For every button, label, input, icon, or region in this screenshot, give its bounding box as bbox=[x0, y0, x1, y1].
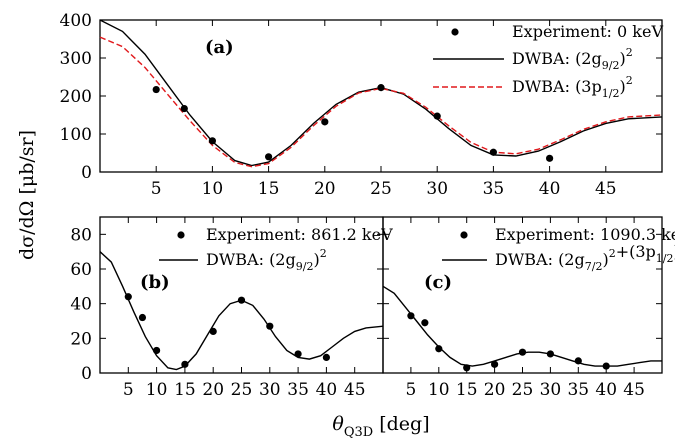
experiment-point bbox=[153, 346, 161, 355]
legend-marker bbox=[451, 28, 459, 36]
experiment-point bbox=[265, 153, 273, 161]
x-tick-label: 45 bbox=[623, 380, 645, 400]
experiment-point bbox=[124, 293, 132, 301]
legend-experiment: Experiment: 861.2 keV bbox=[206, 225, 393, 244]
y-tick-label: 0 bbox=[81, 163, 92, 183]
experiment-point bbox=[433, 112, 441, 120]
legend-theory: DWBA: (2g9/2)2 bbox=[512, 46, 633, 72]
experiment-point bbox=[294, 350, 302, 358]
x-tick-label: 35 bbox=[567, 380, 589, 400]
panel-label: (c) bbox=[424, 272, 452, 293]
experiment-point bbox=[491, 360, 499, 368]
experiment-point bbox=[574, 357, 582, 365]
experiment-point bbox=[208, 137, 216, 145]
x-tick-label: 15 bbox=[258, 179, 280, 199]
panel-c: 5 10 15 20 25 30 35 40 45 (c) Experiment: 1090.3 k… bbox=[382, 216, 675, 400]
theory-curve bbox=[99, 19, 663, 167]
x-tick-label: 35 bbox=[483, 179, 505, 199]
y-tick-label: 60 bbox=[70, 260, 92, 280]
x-tick-label: 40 bbox=[595, 380, 617, 400]
legend-theory: DWBA: (3p1/2)2 bbox=[512, 74, 633, 100]
y-axis-label: dσ/dΩ [μb/sr] bbox=[16, 130, 38, 260]
legend-theory: DWBA: (2g9/2)2 bbox=[206, 247, 327, 273]
x-tick-label: 45 bbox=[344, 380, 366, 400]
panel-label: (a) bbox=[205, 37, 234, 58]
x-tick-label: 30 bbox=[259, 380, 281, 400]
axis-labels: dσ/dΩ [μb/sr] θQ3D [deg] bbox=[16, 130, 430, 440]
theory-curve bbox=[99, 251, 384, 371]
legend-experiment: Experiment: 1090.3 keV bbox=[495, 225, 675, 244]
theory-curve bbox=[99, 36, 663, 168]
x-tick-label: 20 bbox=[484, 380, 506, 400]
panel-a: 5 10 15 20 25 30 35 40 45 0 100 200 300 400 (a) Experim… bbox=[60, 11, 664, 199]
experiment-point bbox=[181, 360, 189, 368]
legend-experiment: Experiment: 0 keV bbox=[512, 22, 663, 41]
experiment-point bbox=[463, 364, 471, 372]
x-tick-label: 25 bbox=[231, 380, 253, 400]
legend-marker bbox=[177, 231, 185, 239]
y-tick-label: 20 bbox=[70, 329, 92, 349]
experiment-point bbox=[546, 350, 555, 358]
experiment-point bbox=[180, 104, 188, 113]
x-tick-label: 10 bbox=[202, 179, 224, 199]
experiment-point bbox=[266, 322, 274, 330]
y-tick-label: 40 bbox=[70, 295, 92, 315]
experiment-point bbox=[138, 313, 147, 322]
x-tick-label: 20 bbox=[314, 179, 336, 199]
x-tick-label: 40 bbox=[316, 380, 338, 400]
plot-frame bbox=[99, 19, 663, 173]
x-tick-label: 10 bbox=[428, 380, 450, 400]
experiment-point bbox=[321, 118, 329, 126]
x-tick-label: 25 bbox=[512, 380, 534, 400]
experiment-point bbox=[489, 148, 497, 156]
x-tick-label: 30 bbox=[540, 380, 562, 400]
y-tick-label: 80 bbox=[70, 225, 92, 245]
x-tick-label: 40 bbox=[539, 179, 561, 199]
experiment-point bbox=[322, 353, 330, 361]
experiment-point bbox=[237, 296, 246, 304]
legend-marker bbox=[460, 231, 468, 239]
x-tick-label: 5 bbox=[405, 380, 416, 400]
panel-b: 5 10 15 20 25 30 35 40 45 0 20 40 60 80 (b) Experiment:… bbox=[70, 216, 393, 400]
x-tick-label: 15 bbox=[456, 380, 478, 400]
experiment-point bbox=[209, 327, 217, 335]
x-tick-label: 15 bbox=[174, 380, 196, 400]
y-tick-label: 400 bbox=[60, 11, 92, 31]
y-tick-label: 100 bbox=[60, 125, 92, 145]
x-tick-label: 5 bbox=[151, 179, 162, 199]
y-tick-label: 300 bbox=[60, 49, 92, 69]
experiment-point bbox=[546, 154, 554, 162]
x-tick-label: 30 bbox=[426, 179, 448, 199]
x-tick-label: 5 bbox=[123, 380, 134, 400]
experiment-point bbox=[407, 312, 415, 320]
x-axis-label: θQ3D [deg] bbox=[332, 413, 429, 440]
y-tick-label: 200 bbox=[60, 87, 92, 107]
x-tick-label: 35 bbox=[287, 380, 309, 400]
x-tick-label: 25 bbox=[370, 179, 392, 199]
experiment-point bbox=[435, 345, 443, 353]
x-tick-label: 10 bbox=[146, 380, 168, 400]
panel-label: (b) bbox=[140, 272, 170, 293]
legend-theory: DWBA: (2g7/2)2+(3p1/2)2 bbox=[495, 239, 675, 273]
experiment-point bbox=[152, 85, 160, 94]
x-tick-label: 20 bbox=[202, 380, 224, 400]
experiment-point bbox=[377, 84, 385, 92]
y-tick-label: 0 bbox=[81, 364, 92, 384]
experiment-point bbox=[421, 319, 429, 327]
experiment-point bbox=[602, 362, 610, 370]
x-tick-label: 45 bbox=[595, 179, 617, 199]
experiment-point bbox=[518, 348, 527, 356]
